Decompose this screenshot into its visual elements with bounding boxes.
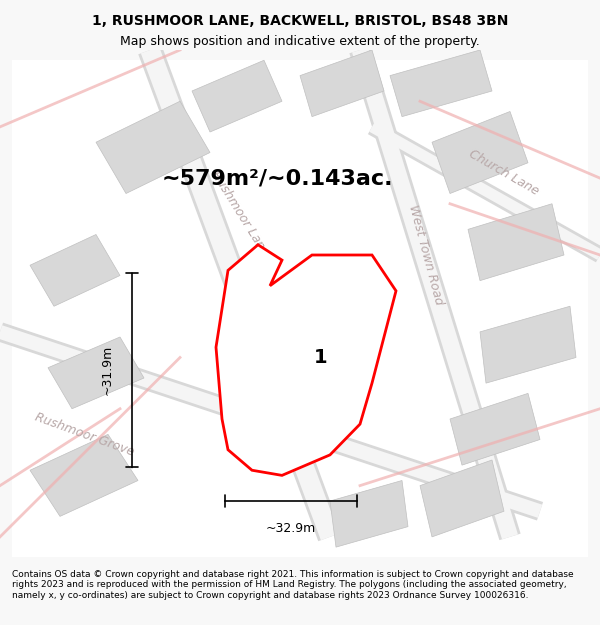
Text: 1: 1 [314,348,328,367]
Polygon shape [96,101,210,194]
Text: ~579m²/~0.143ac.: ~579m²/~0.143ac. [162,168,394,188]
Text: Map shows position and indicative extent of the property.: Map shows position and indicative extent… [120,35,480,48]
Polygon shape [450,393,540,465]
Text: Rushmoor Grove: Rushmoor Grove [32,411,136,458]
Polygon shape [192,60,282,132]
Text: 1, RUSHMOOR LANE, BACKWELL, BRISTOL, BS48 3BN: 1, RUSHMOOR LANE, BACKWELL, BRISTOL, BS4… [92,14,508,28]
Polygon shape [390,50,492,117]
Text: West Town Road: West Town Road [406,204,446,306]
Polygon shape [330,481,408,547]
Polygon shape [30,234,120,306]
Text: ~31.9m: ~31.9m [101,345,114,396]
Polygon shape [468,204,564,281]
Text: Contains OS data © Crown copyright and database right 2021. This information is : Contains OS data © Crown copyright and d… [12,570,574,600]
Polygon shape [432,111,528,194]
Polygon shape [48,337,144,409]
Polygon shape [300,50,384,117]
Text: ~32.9m: ~32.9m [266,521,316,534]
Text: Church Lane: Church Lane [467,148,541,198]
Polygon shape [420,460,504,537]
Polygon shape [216,245,396,476]
Polygon shape [480,306,576,383]
Text: Rushmoor Lane: Rushmoor Lane [209,169,271,259]
Polygon shape [30,434,138,516]
